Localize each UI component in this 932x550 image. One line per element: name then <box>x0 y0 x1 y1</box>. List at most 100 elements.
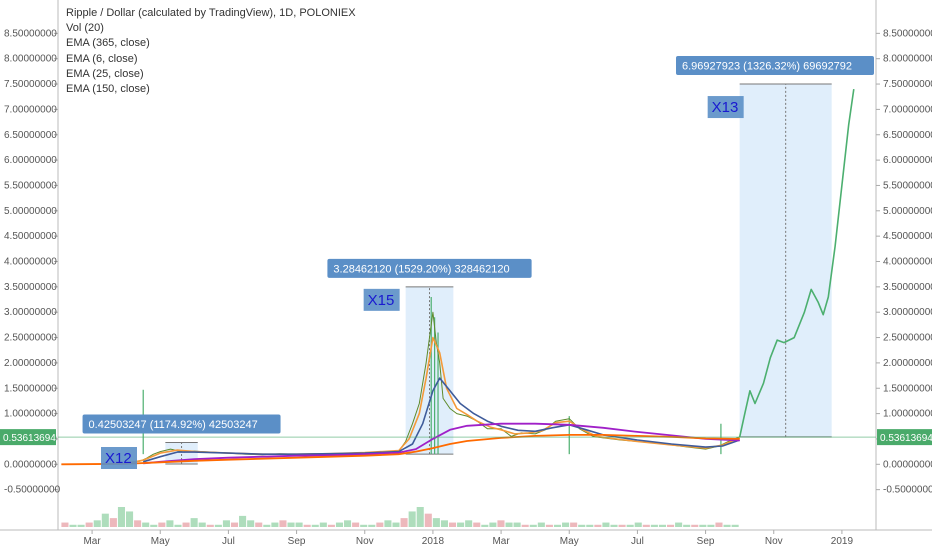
volume-bar <box>263 524 271 527</box>
volume-bar <box>521 524 529 527</box>
volume-bar <box>198 522 206 527</box>
y-tick-label-right: 4.50000000 <box>883 231 932 242</box>
volume-bar <box>376 522 384 527</box>
y-tick-label-left: 1.00000000 <box>4 409 57 420</box>
volume-bar <box>424 513 432 527</box>
y-tick-label-right: 8.00000000 <box>883 54 932 65</box>
measure-callout-text: 6.96927923 (1326.32%) 69692792 <box>682 61 852 73</box>
volume-bar <box>570 522 578 527</box>
y-tick-label-left: -0.50000000 <box>4 485 61 496</box>
y-tick-label-left: 6.50000000 <box>4 130 57 141</box>
volume-bar <box>440 520 448 527</box>
x-tick-label: Nov <box>765 536 783 547</box>
last-price-label-right: 0.53613694 <box>880 433 932 444</box>
volume-bar <box>618 524 626 527</box>
volume-bar <box>279 520 287 527</box>
x-tick-label: May <box>560 536 579 547</box>
volume-bar <box>683 524 691 527</box>
volume-bar <box>61 522 69 527</box>
volume-bar <box>126 511 134 527</box>
volume-bar <box>360 524 368 527</box>
volume-bar <box>101 513 109 527</box>
volume-bar <box>303 524 311 527</box>
y-tick-label-left: 2.00000000 <box>4 358 57 369</box>
y-tick-label-left: 4.50000000 <box>4 231 57 242</box>
volume-bar <box>432 518 440 527</box>
y-tick-label-right: 3.00000000 <box>883 307 932 318</box>
y-tick-label-right: 2.00000000 <box>883 358 932 369</box>
series-line-ema150 <box>143 422 740 465</box>
volume-bar <box>85 522 93 527</box>
volume-bar <box>77 524 85 527</box>
y-tick-label-right: 3.50000000 <box>883 282 932 293</box>
volume-bar <box>384 520 392 527</box>
volume-bar <box>578 524 586 527</box>
y-tick-label-right: 2.50000000 <box>883 333 932 344</box>
multiplier-tag <box>101 447 137 469</box>
volume-bar <box>150 524 158 527</box>
volume-bar <box>239 515 247 527</box>
measure-callout-text: 3.28462120 (1529.20%) 328462120 <box>333 263 509 275</box>
volume-bar <box>352 522 360 527</box>
volume-bar <box>731 524 739 527</box>
x-tick-label: Sep <box>697 536 715 547</box>
x-tick-label: 2019 <box>831 536 854 547</box>
y-tick-label-right: 6.50000000 <box>883 130 932 141</box>
volume-bar <box>457 522 465 527</box>
volume-bar <box>142 522 150 527</box>
legend-item-ema150[interactable]: EMA (150, close) <box>66 83 150 96</box>
y-tick-label-left: 5.50000000 <box>4 180 57 191</box>
volume-bar <box>610 524 618 527</box>
legend-item-vol[interactable]: Vol (20) <box>66 22 104 35</box>
y-tick-label-left: 5.00000000 <box>4 206 57 217</box>
volume-bar <box>247 520 255 527</box>
volume-bar <box>715 522 723 527</box>
y-tick-label-left: 7.00000000 <box>4 104 57 115</box>
y-tick-label-right: 4.00000000 <box>883 257 932 268</box>
volume-bar <box>109 518 117 527</box>
legend-item-ema6[interactable]: EMA (6, close) <box>66 52 138 65</box>
measure-callout <box>82 414 281 434</box>
volume-bar <box>562 522 570 527</box>
last-price-badge-right <box>877 429 932 446</box>
series-line-projection <box>738 88 855 438</box>
volume-bar <box>174 524 182 527</box>
measure-callout <box>676 56 874 76</box>
volume-bar <box>586 524 594 527</box>
multiplier-tag-text: X15 <box>368 292 395 309</box>
volume-bar <box>206 524 214 527</box>
x-tick-label: Nov <box>356 536 374 547</box>
volume-bar <box>666 524 675 527</box>
volume-bar <box>287 522 295 527</box>
y-tick-label-right: 8.50000000 <box>883 28 932 39</box>
volume-bar <box>481 524 489 527</box>
legend-item-ema365[interactable]: EMA (365, close) <box>66 37 150 50</box>
volume-bar <box>529 524 537 527</box>
series-line-ema365 <box>61 434 740 466</box>
volume-bar <box>255 522 263 527</box>
volume-bar <box>271 522 279 527</box>
volume-bar <box>400 518 408 527</box>
multiplier-tag <box>707 96 744 119</box>
volume-bar <box>319 522 327 527</box>
volume-bar <box>626 524 634 527</box>
volume-bar <box>594 524 602 527</box>
x-tick-label: Jul <box>222 536 235 547</box>
volume-bar <box>602 522 610 527</box>
y-tick-label-left: 8.00000000 <box>4 54 57 65</box>
volume-bar <box>69 524 77 527</box>
volume-bar <box>392 522 400 527</box>
y-tick-label-right: 0.00000000 <box>883 459 932 470</box>
volume-bar <box>465 520 473 527</box>
volume-bar <box>650 524 658 527</box>
volume-bar <box>158 522 166 527</box>
x-tick-label: Mar <box>492 536 510 547</box>
volume-bar <box>295 522 303 527</box>
volume-bar <box>691 524 699 527</box>
legend-item-ema25[interactable]: EMA (25, close) <box>66 67 144 80</box>
volume-bar <box>190 518 198 527</box>
volume-bar <box>117 507 126 527</box>
y-tick-label-left: 2.50000000 <box>4 333 57 344</box>
volume-bar <box>166 520 174 527</box>
